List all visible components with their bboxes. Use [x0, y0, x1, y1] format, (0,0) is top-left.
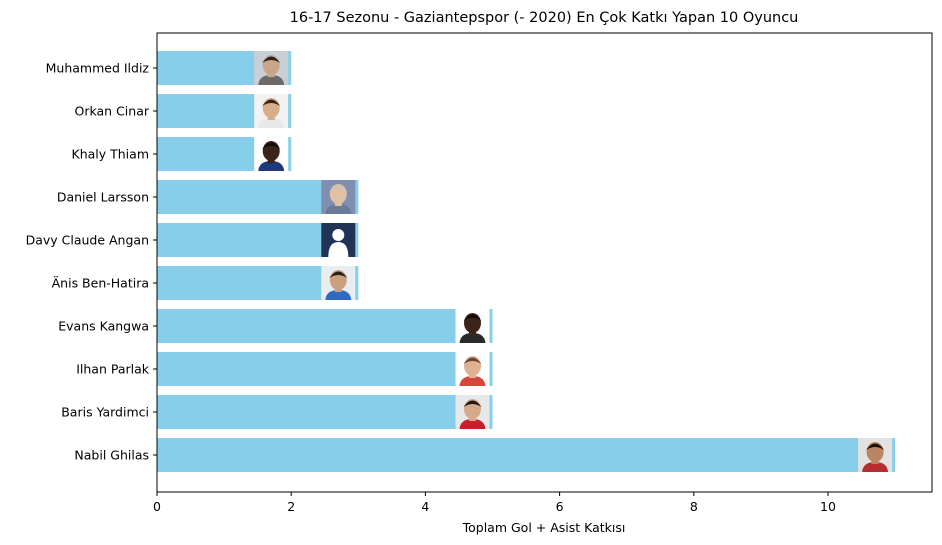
- player-photo-icon: [455, 352, 490, 386]
- y-tick-label: Khaly Thiam: [72, 147, 150, 162]
- player-silhouette-icon: [321, 223, 356, 257]
- x-tick-label: 2: [287, 499, 295, 514]
- y-tick-label: Baris Yardimci: [61, 405, 149, 420]
- plot-area-frame: [156, 32, 933, 493]
- y-axis-ticks: Muhammed Ildiz Orkan Cinar Khaly Thiam Dani…: [26, 61, 157, 463]
- chart-title: 16-17 Sezonu - Gaziantepspor (- 2020) En…: [290, 10, 799, 26]
- x-axis-label: Toplam Gol + Asist Katkısı: [462, 520, 626, 535]
- player-photo-icon: [455, 395, 490, 429]
- y-tick-label: Muhammed Ildiz: [46, 61, 150, 76]
- y-tick-label: Ilhan Parlak: [76, 362, 150, 377]
- y-tick-label: Davy Claude Angan: [26, 233, 149, 248]
- x-tick-label: 6: [556, 499, 564, 514]
- x-axis-ticks: 0 2 4 6 8 10: [153, 492, 836, 514]
- bar: [157, 352, 493, 386]
- x-tick-label: 10: [820, 499, 836, 514]
- player-photo-icon: [455, 309, 490, 343]
- y-tick-label: Daniel Larsson: [57, 190, 149, 205]
- player-photo-icon: [254, 94, 289, 128]
- y-tick-label: Nabil Ghilas: [74, 448, 149, 463]
- y-tick-label: Orkan Cinar: [75, 104, 150, 119]
- bar: [157, 438, 896, 472]
- x-tick-label: 0: [153, 499, 161, 514]
- x-tick-label: 8: [690, 499, 698, 514]
- player-photo-icon: [321, 180, 356, 214]
- player-photo-icon: [858, 438, 893, 472]
- bar: [157, 309, 493, 343]
- player-photo-icon: [254, 137, 289, 171]
- player-photo-icon: [254, 51, 289, 85]
- y-tick-label: Evans Kangwa: [58, 319, 149, 334]
- x-tick-label: 4: [421, 499, 429, 514]
- bar: [157, 395, 493, 429]
- player-photo-icon: [321, 266, 356, 300]
- player-photos-layer: [254, 51, 893, 472]
- y-tick-label: Änis Ben-Hatira: [52, 276, 149, 291]
